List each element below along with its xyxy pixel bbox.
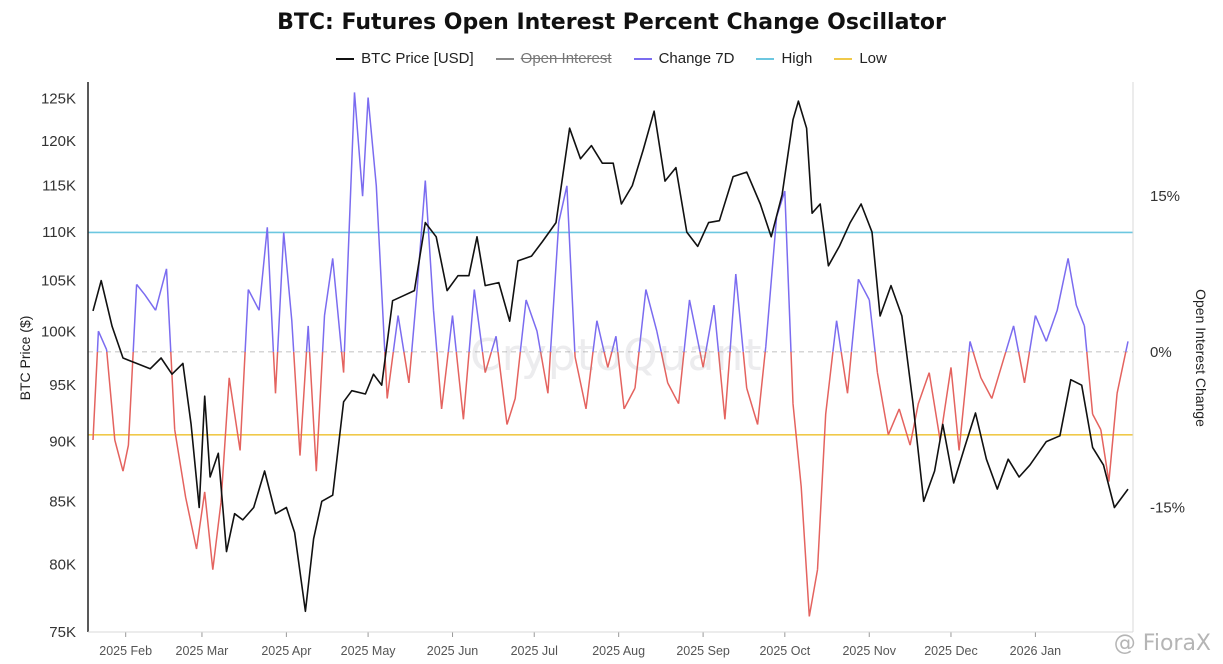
left-tick-label: 105K bbox=[41, 273, 76, 290]
left-tick-label: 75K bbox=[49, 624, 76, 641]
left-axis-title: BTC Price ($) bbox=[17, 316, 33, 401]
axes bbox=[87, 82, 1134, 633]
x-axis-ticks: 2025 Feb 2025 Mar 2025 Apr 2025 May 2025 Jun… bbox=[99, 632, 1061, 658]
series-lines bbox=[92, 92, 1129, 617]
right-axis-title: Open Interest Change bbox=[1193, 289, 1209, 427]
reference-lines bbox=[88, 231, 1133, 436]
right-tick-label: -15% bbox=[1150, 499, 1185, 516]
left-tick-label: 115K bbox=[42, 178, 76, 195]
x-tick-label: 2025 Oct bbox=[759, 644, 810, 658]
legend-swatch-low bbox=[834, 57, 853, 60]
series-change-7d-below bbox=[92, 351, 1127, 617]
x-tick-label: 2025 Jun bbox=[427, 644, 478, 658]
series-btc-price bbox=[92, 100, 1129, 613]
left-tick-label: 100K bbox=[41, 324, 76, 341]
right-tick-label: 0% bbox=[1150, 344, 1172, 361]
series-change-7d-above bbox=[96, 92, 1129, 353]
left-tick-label: 80K bbox=[49, 557, 76, 574]
x-tick-label: 2025 Sep bbox=[676, 644, 730, 658]
legend-swatch-high bbox=[756, 57, 775, 60]
legend-swatch-btc-price bbox=[336, 57, 355, 60]
legend-item-high[interactable]: High bbox=[756, 50, 812, 67]
left-tick-label: 90K bbox=[49, 434, 76, 451]
chart-title: BTC: Futures Open Interest Percent Chang… bbox=[277, 10, 946, 35]
right-tick-label: 15% bbox=[1150, 188, 1180, 205]
x-tick-label: 2026 Jan bbox=[1010, 644, 1061, 658]
x-tick-label: 2025 Aug bbox=[592, 644, 645, 658]
x-tick-label: 2025 May bbox=[341, 644, 397, 658]
legend-swatch-open-interest bbox=[495, 57, 514, 60]
legend-label-btc-price: BTC Price [USD] bbox=[361, 50, 474, 67]
legend-item-open-interest[interactable]: Open Interest bbox=[495, 50, 612, 67]
legend-swatch-change-7d bbox=[633, 57, 652, 60]
x-tick-label: 2025 Dec bbox=[924, 644, 978, 658]
x-tick-label: 2025 Jul bbox=[511, 644, 558, 658]
x-tick-label: 2025 Apr bbox=[261, 644, 311, 658]
x-tick-label: 2025 Mar bbox=[176, 644, 229, 658]
legend-item-btc-price[interactable]: BTC Price [USD] bbox=[336, 50, 474, 67]
left-tick-label: 125K bbox=[41, 91, 76, 108]
legend-label-low: Low bbox=[859, 50, 887, 67]
x-tick-label: 2025 Nov bbox=[842, 644, 896, 658]
legend-label-change-7d: Change 7D bbox=[658, 50, 735, 67]
right-axis-ticks: 15% 0% -15% bbox=[1150, 188, 1185, 516]
chart-legend: BTC Price [USD] Open Interest Change 7D … bbox=[0, 50, 1223, 67]
legend-label-open-interest: Open Interest bbox=[520, 50, 612, 67]
left-tick-label: 120K bbox=[41, 133, 76, 150]
left-tick-label: 95K bbox=[49, 377, 76, 394]
left-tick-label: 110K bbox=[42, 224, 76, 241]
x-tick-label: 2025 Feb bbox=[99, 644, 152, 658]
legend-item-change-7d[interactable]: Change 7D bbox=[633, 50, 735, 67]
legend-item-low[interactable]: Low bbox=[834, 50, 887, 67]
legend-label-high: High bbox=[781, 50, 813, 67]
left-tick-label: 85K bbox=[49, 493, 76, 510]
credit-label: @ FioraX bbox=[1113, 631, 1211, 656]
left-axis-ticks: 75K 80K 85K 90K 95K 100K 105K 110K 115K 120K 125K bbox=[41, 91, 76, 641]
